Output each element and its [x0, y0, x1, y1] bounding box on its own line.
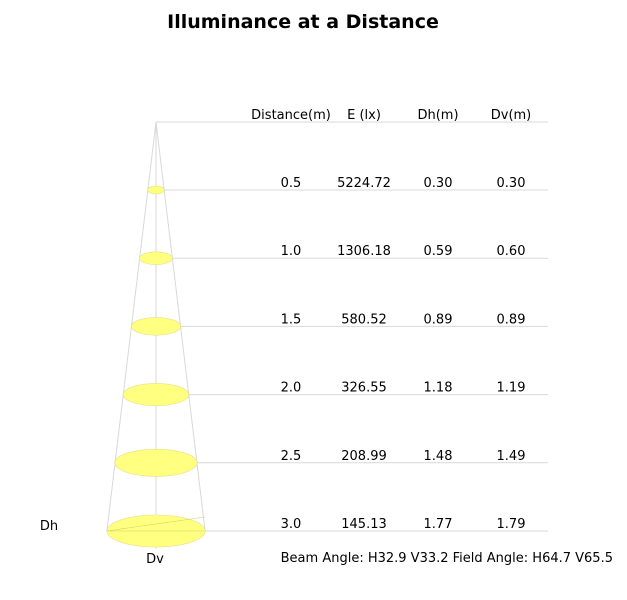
beam-ellipse — [147, 185, 165, 195]
distance-cell: 1.5 — [281, 312, 302, 327]
dv-cell: 1.49 — [497, 449, 526, 464]
dv-label: Dv — [146, 552, 164, 567]
illuminance-cell: 5224.72 — [337, 176, 391, 191]
beam-field-angle-footer: Beam Angle: H32.9 V33.2 Field Angle: H64… — [281, 551, 613, 566]
column-header-dv: Dv(m) — [491, 108, 532, 123]
dh-cell: 0.30 — [424, 176, 453, 191]
ellipse-diagonal — [106, 516, 206, 532]
illuminance-cell: 1306.18 — [337, 244, 391, 259]
distance-cell: 0.5 — [281, 176, 302, 191]
illuminance-cell: 580.52 — [341, 312, 387, 327]
data-rows: 0.5 5224.72 0.30 0.30 1.0 1306.18 0.59 0.60 1.5 5… — [164, 176, 548, 532]
distance-cell: 2.0 — [281, 381, 302, 396]
distance-cell: 1.0 — [281, 244, 302, 259]
dh-cell: 1.48 — [424, 449, 453, 464]
dh-cell: 1.18 — [424, 381, 453, 396]
chart-title: Illuminance at a Distance — [167, 11, 439, 33]
dh-label: Dh — [40, 519, 58, 534]
distance-cell: 3.0 — [281, 517, 302, 532]
beam-cone — [106, 121, 548, 549]
column-header-dh: Dh(m) — [417, 108, 458, 123]
beam-ellipse — [139, 251, 173, 265]
dv-cell: 1.19 — [497, 381, 526, 396]
dv-cell: 0.30 — [497, 176, 526, 191]
dv-cell: 0.89 — [497, 312, 526, 327]
dh-cell: 0.89 — [424, 312, 453, 327]
distance-cell: 2.5 — [281, 449, 302, 464]
illuminance-cell: 208.99 — [341, 449, 387, 464]
dh-cell: 1.77 — [424, 517, 453, 532]
dh-cell: 0.59 — [424, 244, 453, 259]
illuminance-cell: 326.55 — [341, 381, 387, 396]
beam-ellipse — [122, 383, 190, 407]
column-header-illuminance: E (lx) — [347, 108, 381, 123]
beam-ellipse — [114, 448, 198, 477]
dv-cell: 0.60 — [497, 244, 526, 259]
beam-ellipse — [131, 317, 181, 336]
column-header-distance: Distance(m) — [251, 108, 331, 123]
dv-cell: 1.79 — [497, 517, 526, 532]
illuminance-cell: 145.13 — [341, 517, 387, 532]
